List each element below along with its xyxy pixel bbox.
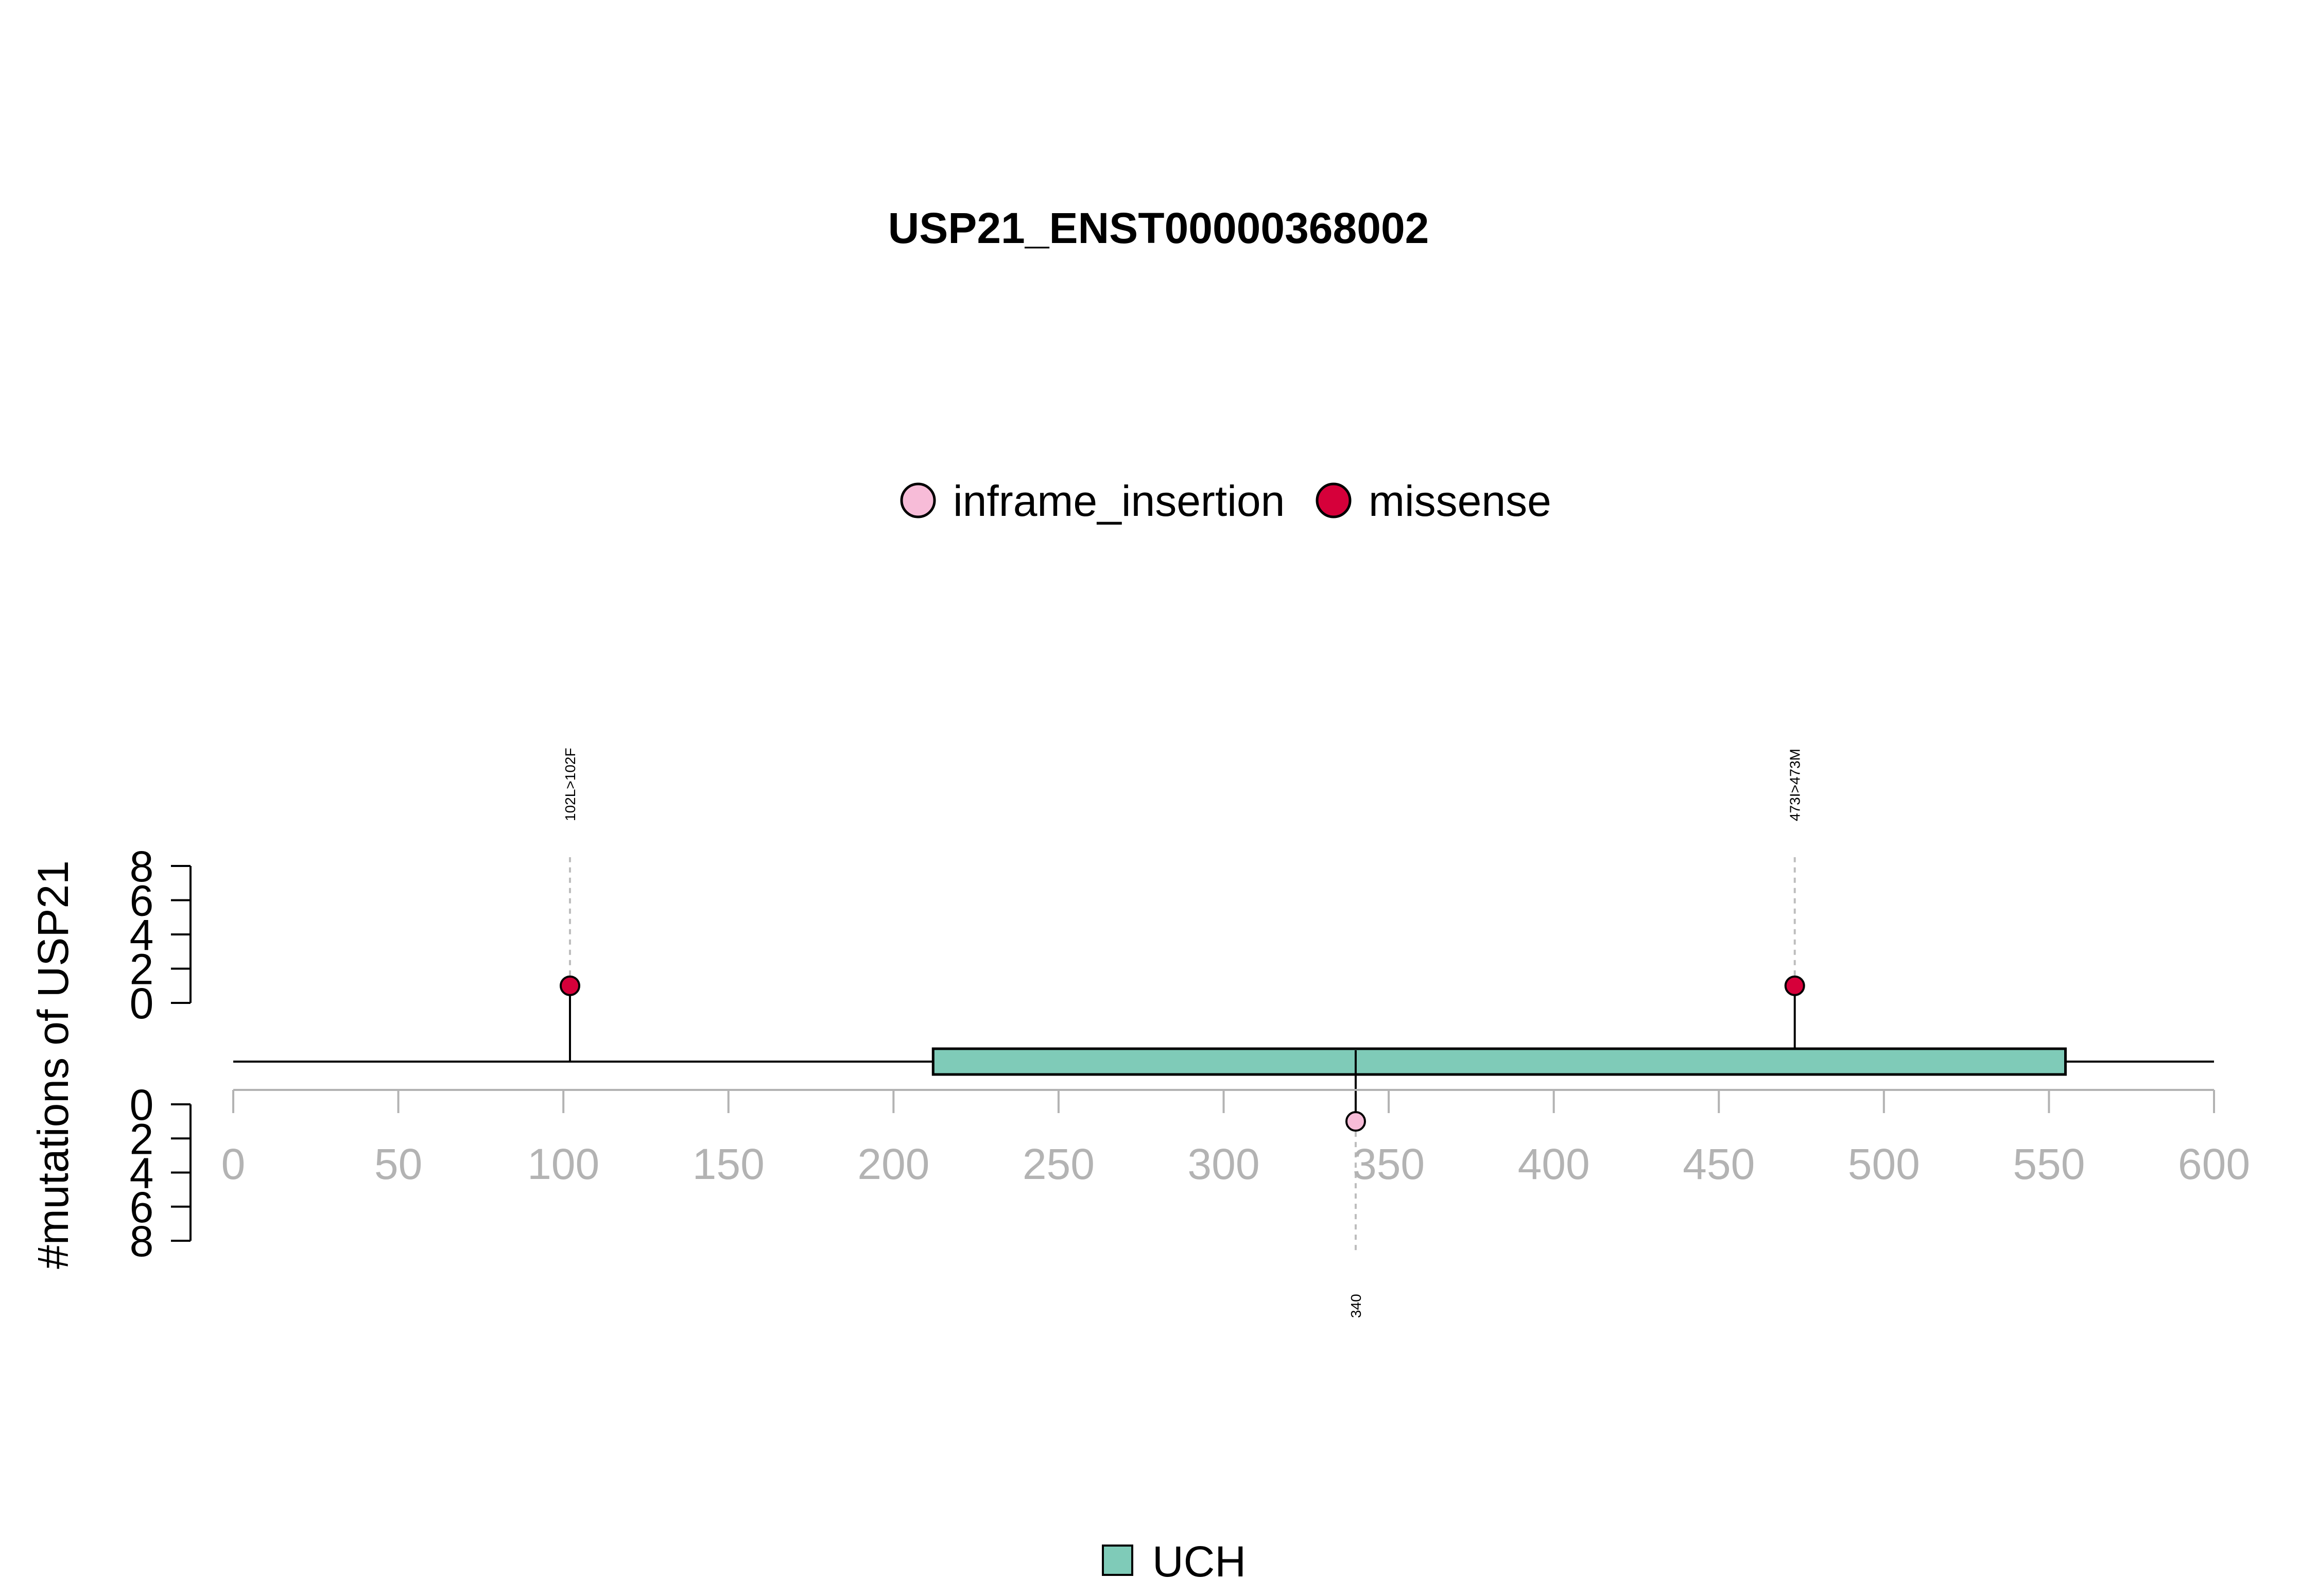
x-tick-label-200: 200 — [857, 1140, 929, 1188]
y-tick-label-bottom-4: 4 — [130, 1149, 154, 1198]
legend-marker-inframe-insertion — [900, 482, 936, 518]
mutation-label-473I-473M: 473I>473M — [1787, 749, 1803, 821]
x-tick-label-550: 550 — [2013, 1140, 2085, 1188]
x-tick-label-300: 300 — [1187, 1140, 1259, 1188]
mutation-point-102L-102F — [559, 975, 580, 996]
mutation-label-102L-102F: 102L>102F — [562, 748, 578, 821]
y-axis-label: #mutations of USP21 — [29, 860, 77, 1269]
y-tick-label-bottom-6: 6 — [130, 1183, 154, 1231]
x-tick-label-400: 400 — [1518, 1140, 1590, 1188]
x-tick-label-600: 600 — [2178, 1140, 2250, 1188]
x-tick-label-50: 50 — [374, 1140, 422, 1188]
mutation-stems: 102L>102F 473I>473M 340 — [562, 748, 1803, 1318]
y-tick-label-top-4: 4 — [130, 911, 154, 959]
mutation-label-340: 340 — [1348, 1294, 1364, 1318]
chart-title: USP21_ENST00000368002 — [888, 204, 1429, 252]
x-tick-label-450: 450 — [1683, 1140, 1755, 1188]
y-tick-label-top-6: 6 — [130, 877, 154, 925]
x-tick-label-100: 100 — [527, 1140, 599, 1188]
x-tick-label-500: 500 — [1848, 1140, 1920, 1188]
x-tick-label-0: 0 — [221, 1140, 246, 1188]
legend-label-missense: missense — [1369, 477, 1551, 525]
legend-marker-missense — [1316, 482, 1352, 518]
y-tick-label-top-2: 2 — [130, 945, 154, 994]
x-axis: 0 50 100 150 200 250 300 350 400 450 500 550 600 — [221, 1089, 2250, 1188]
mutation-legend: inframe_insertion missense — [900, 477, 1551, 525]
y-tick-label-bottom-2: 2 — [130, 1115, 154, 1163]
y-tick-label-top-0: 0 — [130, 979, 154, 1028]
legend-label-inframe-insertion: inframe_insertion — [953, 477, 1285, 525]
x-tick-label-350: 350 — [1353, 1140, 1425, 1188]
domain-legend: UCH — [1102, 1537, 1246, 1586]
domains — [931, 1047, 2067, 1076]
domain-legend-label-uch: UCH — [1152, 1537, 1246, 1586]
y-tick-label-bottom-8: 8 — [130, 1217, 154, 1265]
mutation-point-340 — [1345, 1111, 1366, 1132]
x-tick-label-150: 150 — [693, 1140, 765, 1188]
domain-uch — [931, 1047, 2067, 1076]
mutation-point-473I-473M — [1784, 975, 1805, 996]
domain-legend-marker-uch — [1102, 1545, 1133, 1576]
x-tick-label-250: 250 — [1023, 1140, 1095, 1188]
y-tick-label-bottom-0: 0 — [130, 1081, 154, 1129]
y-tick-label-top-8: 8 — [130, 842, 154, 891]
mutation-points — [559, 975, 1805, 1132]
